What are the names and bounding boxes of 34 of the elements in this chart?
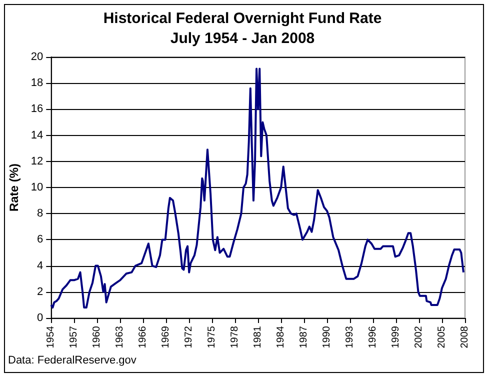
x-tick-label: 1972 (184, 326, 195, 348)
x-tick-label: 1954 (46, 326, 57, 348)
y-tick-label: 16 (30, 103, 44, 116)
x-tick-label: 1990 (322, 326, 333, 348)
chart-subtitle: July 1954 - Jan 2008 (170, 30, 315, 47)
y-tick-label: 10 (30, 182, 44, 194)
chart-title: Historical Federal Overnight Fund Rate (103, 10, 382, 27)
y-tick-label: 4 (37, 260, 44, 272)
text: Data: FederalReserve.gov (8, 354, 137, 366)
x-tick-label: 2005 (436, 326, 448, 348)
x-tick-label: 1969 (160, 326, 172, 348)
x-tick-label: 1981 (252, 326, 264, 348)
y-tick-label: 14 (30, 129, 44, 142)
y-tick-label: 0 (37, 312, 44, 324)
x-tick-label: 1999 (390, 326, 402, 348)
x-tick-label: 2008 (460, 326, 470, 348)
x-tick-label: 1957 (68, 326, 80, 348)
y-tick-label: 20 (30, 51, 44, 63)
x-tick-label: 1975 (206, 326, 218, 348)
y-tick-label: 6 (37, 234, 44, 246)
x-tick-label: 1993 (344, 326, 356, 348)
x-tick-label: 1963 (114, 326, 126, 348)
y-tick-label: 12 (30, 155, 44, 168)
x-tick-label: 1996 (368, 326, 379, 348)
x-tick-label: 1987 (298, 326, 310, 348)
x-tick-label: 1984 (276, 326, 287, 348)
x-tick-label: 1978 (230, 326, 241, 348)
y-axis-title: Rate (%) (7, 163, 21, 212)
y-tick-label: 2 (37, 286, 44, 298)
y-tick-label: 8 (37, 208, 44, 220)
x-tick-label: 1966 (138, 326, 149, 348)
x-tick-label: 2002 (414, 326, 425, 348)
y-tick-label: 18 (30, 77, 44, 90)
x-tick-label: 1960 (92, 326, 103, 348)
